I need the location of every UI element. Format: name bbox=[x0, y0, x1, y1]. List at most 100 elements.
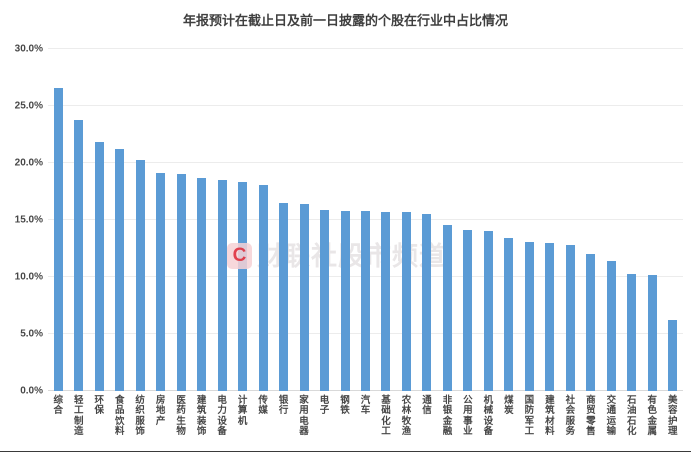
x-axis-category-label: 汽车 bbox=[360, 395, 371, 417]
x-axis-label-slot: 电子 bbox=[314, 395, 334, 452]
x-axis-label-slot: 电力设备 bbox=[212, 395, 232, 452]
x-axis-label-slot: 煤炭 bbox=[499, 395, 519, 452]
gridline bbox=[48, 162, 683, 163]
bar-石油石化 bbox=[627, 273, 637, 391]
bar-建筑装饰 bbox=[197, 177, 207, 391]
bar-银行 bbox=[279, 202, 289, 391]
x-axis-label-slot: 综合 bbox=[48, 395, 68, 452]
bar-slot bbox=[232, 49, 252, 391]
gridline bbox=[48, 105, 683, 106]
x-axis-label-slot: 纺织服饰 bbox=[130, 395, 150, 452]
x-axis-category-label: 计算机 bbox=[237, 395, 248, 427]
x-axis-labels: 综合轻工制造环保食品饮料纺织服饰房地产医药生物建筑装饰电力设备计算机传媒银行家用… bbox=[48, 395, 683, 452]
bar-slot bbox=[396, 49, 416, 391]
bar-slot bbox=[663, 49, 683, 391]
bar-煤炭 bbox=[504, 238, 514, 391]
y-axis: 0.0% 5.0% 10.0% 15.0% 20.0% 25.0% 30.0% bbox=[0, 44, 43, 397]
x-axis-label-slot: 交通运输 bbox=[601, 395, 621, 452]
bar-汽车 bbox=[361, 210, 370, 391]
bar-建筑材料 bbox=[545, 242, 555, 391]
x-axis-label-slot: 建筑装饰 bbox=[191, 395, 211, 452]
x-axis-category-label: 美容护理 bbox=[668, 395, 678, 437]
x-axis-label-slot: 家用电器 bbox=[294, 395, 314, 452]
x-axis-label-slot: 基础化工 bbox=[376, 395, 396, 452]
bar-slot bbox=[171, 49, 191, 391]
y-axis-tick-label: 30.0% bbox=[14, 43, 43, 55]
bar-slot bbox=[478, 49, 498, 391]
x-axis-category-label: 传媒 bbox=[258, 395, 268, 417]
bar-slot bbox=[130, 49, 150, 391]
bar-slot bbox=[150, 49, 170, 391]
x-axis-label-slot: 房地产 bbox=[150, 395, 170, 452]
x-axis-label-slot: 国防军工 bbox=[519, 395, 539, 452]
bar-slot bbox=[519, 49, 539, 391]
x-axis-label-slot: 食品饮料 bbox=[109, 395, 129, 452]
bar-食品饮料 bbox=[115, 149, 125, 391]
x-axis-label-slot: 轻工制造 bbox=[68, 395, 88, 452]
x-axis-label-slot: 银行 bbox=[273, 395, 293, 452]
bar-公用事业 bbox=[463, 230, 473, 391]
x-axis-label-slot: 建筑材料 bbox=[540, 395, 560, 452]
y-axis-tick-label: 15.0% bbox=[14, 214, 43, 226]
bar-slot bbox=[355, 49, 375, 391]
x-axis-label-slot: 传媒 bbox=[253, 395, 273, 452]
x-axis-category-label: 建筑材料 bbox=[545, 395, 555, 437]
bar-slot bbox=[417, 49, 437, 391]
x-axis-category-label: 煤炭 bbox=[504, 395, 514, 417]
bar-交通运输 bbox=[606, 261, 616, 391]
bar-农林牧渔 bbox=[401, 212, 411, 391]
bar-计算机 bbox=[238, 182, 248, 391]
bar-环保 bbox=[94, 142, 104, 391]
x-axis-category-label: 交通运输 bbox=[606, 395, 617, 437]
bar-slot bbox=[458, 49, 478, 391]
bar-slot bbox=[335, 49, 355, 391]
chart-title: 年报预计在截止日及前一日披露的个股在行业中占比情况 bbox=[182, 13, 508, 28]
bar-家用电器 bbox=[299, 204, 309, 391]
cls-logo-icon: C bbox=[227, 243, 252, 269]
x-axis-category-label: 机械设备 bbox=[483, 395, 494, 437]
bar-slot bbox=[642, 49, 662, 391]
bar-电力设备 bbox=[217, 180, 227, 391]
x-axis-label-slot: 通信 bbox=[417, 395, 437, 452]
x-axis-category-label: 电力设备 bbox=[217, 395, 227, 437]
bar-传媒 bbox=[258, 184, 268, 391]
bar-slot bbox=[191, 49, 211, 391]
bar-slot bbox=[499, 49, 519, 391]
x-axis-label-slot: 有色金属 bbox=[642, 395, 662, 452]
bar-纺织服饰 bbox=[135, 159, 145, 391]
watermark-text: 财联社股市频道 bbox=[257, 241, 447, 271]
x-axis-category-label: 公用事业 bbox=[463, 395, 473, 437]
bar-slot bbox=[560, 49, 580, 391]
x-axis-label-slot: 非银金融 bbox=[437, 395, 457, 452]
y-axis-tick-label: 5.0% bbox=[20, 328, 43, 340]
x-axis-label-slot: 医药生物 bbox=[171, 395, 191, 452]
bar-slot bbox=[622, 49, 642, 391]
gridline bbox=[48, 48, 683, 49]
bar-slot bbox=[540, 49, 560, 391]
x-axis-category-label: 国防军工 bbox=[524, 395, 535, 437]
bar-slot bbox=[581, 49, 601, 391]
bar-非银金融 bbox=[442, 224, 452, 391]
x-axis-category-label: 食品饮料 bbox=[114, 395, 125, 437]
bar-slot bbox=[437, 49, 457, 391]
x-axis-label-slot: 机械设备 bbox=[478, 395, 498, 452]
x-axis-label-slot: 计算机 bbox=[232, 395, 252, 452]
y-axis-tick-label: 20.0% bbox=[14, 157, 43, 169]
x-axis-category-label: 通信 bbox=[422, 395, 432, 417]
bar-slot bbox=[294, 49, 314, 391]
x-axis-label-slot: 商贸零售 bbox=[581, 395, 601, 452]
x-axis-category-label: 石油石化 bbox=[627, 395, 637, 437]
bar-slot bbox=[212, 49, 232, 391]
x-axis-label-slot: 农林牧渔 bbox=[396, 395, 416, 452]
x-axis-category-label: 社会服务 bbox=[565, 395, 576, 437]
bar-轻工制造 bbox=[74, 119, 84, 391]
x-axis-category-label: 环保 bbox=[94, 395, 104, 417]
bar-房地产 bbox=[156, 173, 166, 391]
x-axis-label-slot: 汽车 bbox=[355, 395, 375, 452]
bar-医药生物 bbox=[176, 174, 186, 391]
plot-area: C 财联社股市频道 bbox=[48, 48, 683, 391]
bars bbox=[48, 49, 683, 391]
x-axis-label-slot: 社会服务 bbox=[560, 395, 580, 452]
x-axis-category-label: 有色金属 bbox=[647, 395, 658, 437]
